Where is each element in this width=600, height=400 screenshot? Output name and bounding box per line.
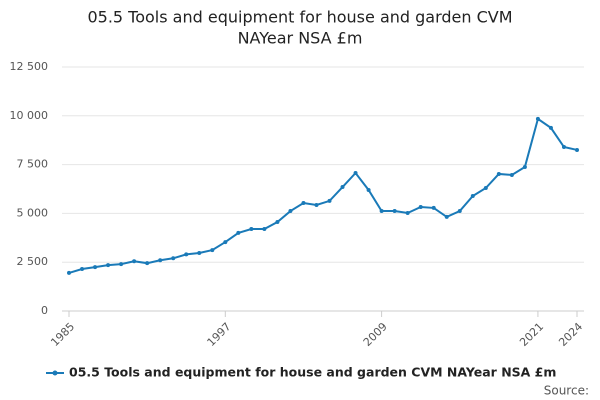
data-point [171, 256, 176, 261]
x-tick-label: 2021 [517, 320, 546, 349]
data-point [353, 170, 358, 175]
x-tick-label: 1985 [48, 320, 77, 349]
chart-title: NAYear NSA £m [238, 29, 363, 48]
data-point [444, 214, 449, 219]
series-line [68, 117, 578, 274]
data-point [548, 125, 553, 130]
data-point [106, 263, 111, 268]
data-point [236, 230, 241, 235]
data-point [67, 270, 71, 275]
data-point [431, 205, 436, 210]
source: Source: [544, 384, 589, 398]
x-tick-label: 2009 [361, 320, 390, 349]
data-point [457, 209, 462, 214]
data-point [561, 145, 566, 150]
x-tick-label: 1997 [205, 320, 234, 349]
data-point [379, 209, 384, 214]
legend-marker [52, 370, 58, 376]
data-point [392, 209, 397, 214]
data-point [535, 116, 540, 121]
data-point [145, 261, 150, 266]
y-tick-label: 10 000 [10, 109, 49, 122]
data-point [418, 204, 423, 209]
data-point [158, 258, 163, 263]
x-tick-label: 2024 [556, 320, 585, 349]
y-tick-label: 0 [41, 304, 48, 317]
data-point [119, 262, 124, 267]
y-tick-label: 7 500 [17, 158, 49, 171]
data-point [522, 164, 527, 169]
data-point [509, 172, 514, 177]
data-point [197, 251, 202, 256]
data-point [405, 211, 410, 216]
data-point [132, 259, 137, 264]
chart-title: 05.5 Tools and equipment for house and g… [87, 8, 512, 27]
data-point [314, 203, 319, 208]
data-point [340, 185, 345, 190]
data-point [470, 194, 475, 199]
data-point [210, 248, 215, 253]
data-point [483, 186, 488, 191]
data-point [93, 265, 98, 270]
data-point [80, 267, 85, 272]
data-point [223, 240, 228, 245]
data-point [275, 219, 280, 224]
data-point [249, 227, 254, 232]
data-point [184, 252, 189, 257]
data-point [366, 187, 371, 192]
data-point [301, 201, 306, 206]
y-tick-label: 2 500 [17, 255, 49, 268]
legend-label: 05.5 Tools and equipment for house and g… [69, 365, 556, 380]
data-point [496, 171, 501, 176]
data-point [327, 198, 332, 203]
y-tick-label: 5 000 [17, 206, 49, 219]
y-tick-label: 12 500 [10, 60, 49, 73]
data-point [288, 209, 293, 214]
data-point [575, 147, 579, 152]
data-point [262, 227, 267, 232]
